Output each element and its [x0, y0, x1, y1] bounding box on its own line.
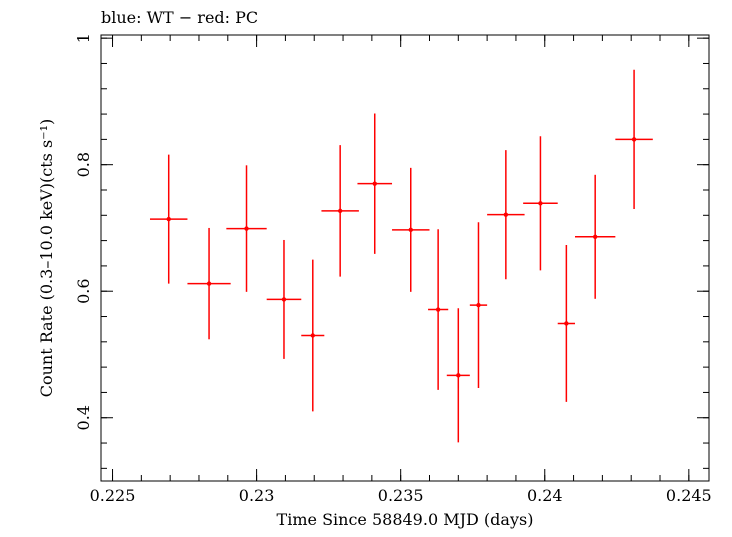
y-tick-label: 1	[74, 33, 93, 43]
data-marker	[592, 234, 598, 240]
data-marker	[456, 373, 461, 378]
data-point	[266, 239, 302, 359]
y-tick-label: 0.4	[74, 405, 93, 430]
data-marker	[564, 321, 569, 326]
data-point	[187, 227, 231, 340]
data-point	[392, 167, 430, 292]
y-axis-label: Count Rate (0.3–10.0 keV)(cts s⁻¹)	[37, 119, 56, 398]
data-marker	[244, 226, 249, 231]
x-tick-label: 0.23	[239, 486, 275, 505]
y-tick-label: 0.6	[74, 278, 93, 303]
x-axis-label: Time Since 58849.0 MJD (days)	[277, 510, 534, 529]
x-tick-label: 0.245	[666, 486, 712, 505]
chart-title: blue: WT − red: PC	[101, 8, 258, 27]
data-point	[615, 69, 653, 209]
data-point	[226, 165, 267, 292]
data-marker	[538, 201, 543, 206]
data-point	[149, 154, 188, 284]
data-point	[487, 150, 525, 280]
data-point	[575, 174, 616, 299]
data-marker	[372, 181, 377, 186]
data-marker	[166, 216, 171, 222]
data-point	[357, 113, 393, 254]
plot-frame	[100, 34, 710, 482]
data-point	[446, 308, 470, 443]
data-marker	[310, 333, 315, 338]
y-tick-label: 0.8	[74, 152, 93, 177]
x-tick-label: 0.24	[527, 486, 563, 505]
x-axis-ticks: 0.225 0.23 0.235 0.24 0.245	[90, 35, 712, 505]
data-marker	[435, 307, 441, 312]
data-marker	[206, 281, 212, 286]
data-point	[523, 136, 558, 271]
data-point	[321, 145, 359, 277]
data-point	[469, 222, 488, 389]
data-marker	[408, 227, 413, 233]
data-series-layer	[149, 69, 653, 443]
data-marker	[503, 212, 509, 217]
data-marker	[476, 302, 481, 308]
y-axis-ticks: 0.4 0.6 0.8 1	[74, 33, 709, 469]
data-point	[301, 259, 325, 412]
data-marker	[337, 208, 343, 214]
x-tick-label: 0.235	[378, 486, 424, 505]
data-point	[428, 229, 449, 390]
x-tick-label: 0.225	[90, 486, 136, 505]
data-point	[557, 245, 576, 402]
data-marker	[281, 297, 287, 302]
data-marker	[631, 137, 637, 142]
